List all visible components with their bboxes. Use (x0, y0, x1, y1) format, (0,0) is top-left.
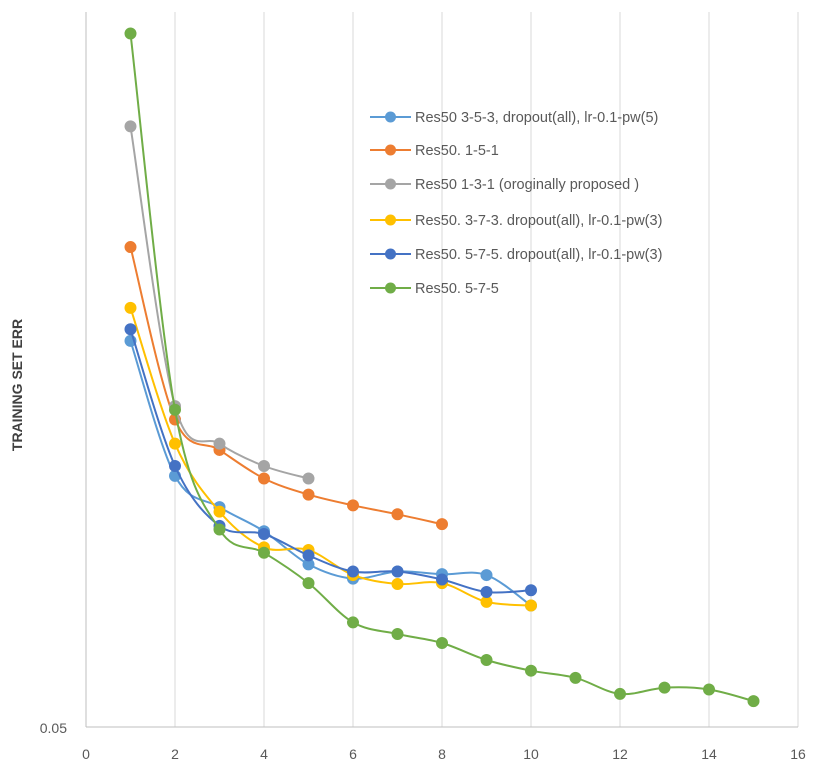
legend-item: Res50. 3-7-3. dropout(all), lr-0.1-pw(3) (370, 213, 662, 229)
data-point (347, 616, 359, 629)
data-point (525, 599, 537, 612)
data-point (347, 499, 359, 512)
y-axis-label: TRAINING SET ERR (9, 319, 25, 451)
data-point (391, 578, 404, 590)
x-tick-label: 2 (171, 746, 179, 762)
data-point (480, 586, 493, 599)
data-point (258, 527, 270, 540)
data-point (480, 569, 493, 582)
data-point (436, 518, 448, 531)
legend-label: Res50 3-5-3, dropout(all), lr-0.1-pw(5) (415, 110, 658, 126)
legend-label: Res50. 5-7-5. dropout(all), lr-0.1-pw(3) (415, 247, 662, 263)
data-point (525, 664, 537, 677)
data-point (124, 120, 137, 133)
legend-marker (385, 282, 396, 294)
x-tick-label: 4 (260, 746, 268, 762)
data-point (169, 437, 181, 450)
data-point (480, 653, 493, 666)
data-point (213, 523, 226, 536)
data-point (124, 27, 137, 40)
data-point (124, 241, 137, 254)
legend-item: Res50 1-3-1 (oroginally proposed ) (370, 177, 639, 193)
data-point (169, 460, 181, 473)
data-point (525, 584, 537, 597)
data-point (302, 577, 315, 590)
gridlines (174, 12, 799, 727)
x-tick-label: 16 (790, 746, 806, 762)
data-point (213, 505, 226, 518)
data-point (124, 323, 137, 336)
legend: Res50 3-5-3, dropout(all), lr-0.1-pw(5) R… (370, 110, 662, 297)
data-point (347, 565, 359, 578)
data-point (302, 488, 315, 501)
x-tick-label: 14 (701, 746, 717, 762)
data-point (169, 403, 181, 416)
x-tick-label: 8 (438, 746, 446, 762)
data-point (703, 683, 715, 696)
legend-marker (385, 178, 396, 190)
data-point (747, 695, 760, 708)
data-point (391, 628, 404, 641)
data-point (302, 549, 315, 562)
legend-marker (385, 248, 396, 260)
legend-item: Res50. 1-5-1 (370, 143, 499, 159)
data-point (391, 565, 404, 578)
data-point (436, 636, 448, 649)
data-point (658, 681, 671, 694)
legend-label: Res50. 3-7-3. dropout(all), lr-0.1-pw(3) (415, 213, 662, 229)
legend-item: Res50 3-5-3, dropout(all), lr-0.1-pw(5) (370, 110, 658, 126)
data-point (213, 437, 226, 450)
data-point (302, 472, 315, 485)
series-6 (124, 27, 760, 708)
data-point (258, 472, 270, 485)
legend-marker (385, 111, 396, 123)
x-tick-label: 10 (523, 746, 539, 762)
legend-item: Res50. 5-7-5 (370, 281, 499, 297)
series-3 (124, 120, 315, 485)
legend-label: Res50. 1-5-1 (415, 143, 499, 159)
legend-label: Res50. 5-7-5 (415, 281, 499, 297)
legend-label: Res50 1-3-1 (oroginally proposed ) (415, 177, 639, 193)
y-tick-label: 0.05 (40, 720, 67, 736)
data-point (391, 508, 404, 521)
data-point (569, 671, 582, 684)
series-2 (124, 241, 448, 531)
axes: 0 2 4 6 8 10 12 14 16 0.05 (40, 12, 806, 762)
x-tick-label: 12 (612, 746, 628, 762)
x-tick-label: 0 (82, 746, 90, 762)
x-tick-label: 6 (349, 746, 357, 762)
series-lines (124, 27, 760, 708)
legend-marker (385, 144, 396, 156)
data-point (258, 460, 270, 473)
legend-item: Res50. 5-7-5. dropout(all), lr-0.1-pw(3) (370, 247, 662, 263)
data-point (614, 687, 626, 700)
data-point (258, 546, 270, 559)
legend-marker (385, 214, 396, 226)
data-point (124, 301, 137, 314)
series-line (129, 340, 532, 607)
data-point (436, 573, 448, 586)
